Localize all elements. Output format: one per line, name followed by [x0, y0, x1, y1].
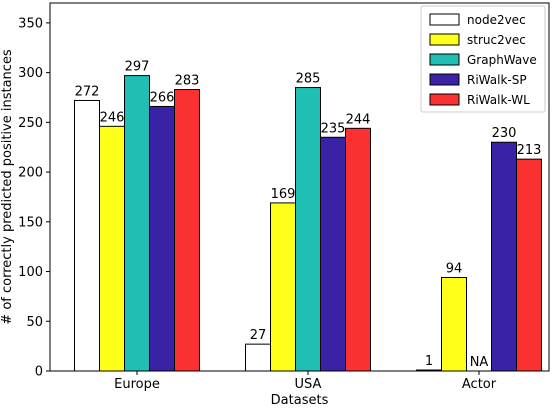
- data-label-europe-struc2vec: 246: [100, 110, 125, 125]
- data-label-actor-node2vec: 1: [425, 354, 433, 369]
- y-tick-label: 250: [18, 116, 43, 131]
- bar-actor-riwalk-wl: [516, 158, 542, 372]
- legend-swatch-node2vec: [429, 13, 460, 26]
- legend: node2vec struc2vec GraphWave RiWalk-SP RiWal…: [420, 5, 546, 113]
- x-tick-label-usa: USA: [295, 377, 322, 392]
- data-label-actor-graphwave: NA: [470, 355, 489, 370]
- legend-swatch-riwalk-wl: [429, 93, 460, 106]
- legend-label-struc2vec: struc2vec: [467, 33, 526, 47]
- y-tick-label: 350: [18, 16, 43, 31]
- x-tick-label-europe: Europe: [114, 377, 160, 392]
- bars-layer: [74, 75, 542, 372]
- data-label-usa-riwalk-wl: 244: [346, 112, 371, 127]
- legend-label-riwalk-wl: RiWalk-WL: [467, 93, 530, 107]
- bar-actor-struc2vec: [441, 277, 467, 372]
- bar-usa-riwalk-sp: [320, 136, 346, 372]
- x-axis-label: Datasets: [271, 393, 329, 408]
- y-axis: 0 50 100 150 200 250 300 350: [18, 16, 50, 380]
- legend-label-riwalk-sp: RiWalk-SP: [467, 73, 527, 87]
- y-tick-label: 50: [26, 315, 43, 330]
- x-axis: Europe USA Actor: [114, 371, 497, 392]
- legend-label-node2vec: node2vec: [467, 13, 526, 27]
- data-label-usa-riwalk-sp: 235: [321, 121, 346, 136]
- y-tick-label: 0: [35, 365, 43, 380]
- data-label-europe-riwalk-sp: 266: [150, 90, 175, 105]
- data-label-actor-riwalk-wl: 213: [517, 143, 542, 158]
- legend-label-graphwave: GraphWave: [467, 53, 537, 67]
- bar-usa-struc2vec: [270, 202, 296, 372]
- bar-europe-struc2vec: [99, 125, 125, 372]
- y-axis-label: # of correctly predicted positive instan…: [0, 49, 15, 325]
- bar-europe-riwalk-wl: [174, 89, 200, 372]
- bar-usa-graphwave: [295, 87, 321, 372]
- bar-europe-riwalk-sp: [149, 105, 175, 372]
- data-label-usa-graphwave: 285: [296, 72, 321, 87]
- data-label-usa-node2vec: 27: [250, 328, 267, 343]
- data-label-actor-riwalk-sp: 230: [492, 126, 517, 141]
- legend-swatch-struc2vec: [429, 33, 460, 46]
- y-tick-label: 150: [18, 215, 43, 230]
- data-label-usa-struc2vec: 169: [271, 187, 296, 202]
- x-tick-label-actor: Actor: [462, 377, 497, 392]
- y-tick-label: 300: [18, 66, 43, 81]
- legend-swatch-graphwave: [429, 53, 460, 66]
- bar-europe-node2vec: [74, 99, 100, 372]
- bar-actor-riwalk-sp: [491, 141, 517, 372]
- y-tick-label: 100: [18, 265, 43, 280]
- data-label-europe-node2vec: 272: [75, 84, 100, 99]
- bar-usa-riwalk-wl: [345, 127, 371, 372]
- y-tick-label: 200: [18, 166, 43, 181]
- bar-usa-node2vec: [245, 343, 271, 372]
- legend-swatch-riwalk-sp: [429, 73, 460, 86]
- plot-frame: [49, 2, 550, 372]
- data-label-actor-struc2vec: 94: [446, 262, 463, 277]
- bar-europe-graphwave: [124, 75, 150, 372]
- data-label-europe-graphwave: 297: [125, 60, 150, 75]
- data-label-europe-riwalk-wl: 283: [175, 74, 200, 89]
